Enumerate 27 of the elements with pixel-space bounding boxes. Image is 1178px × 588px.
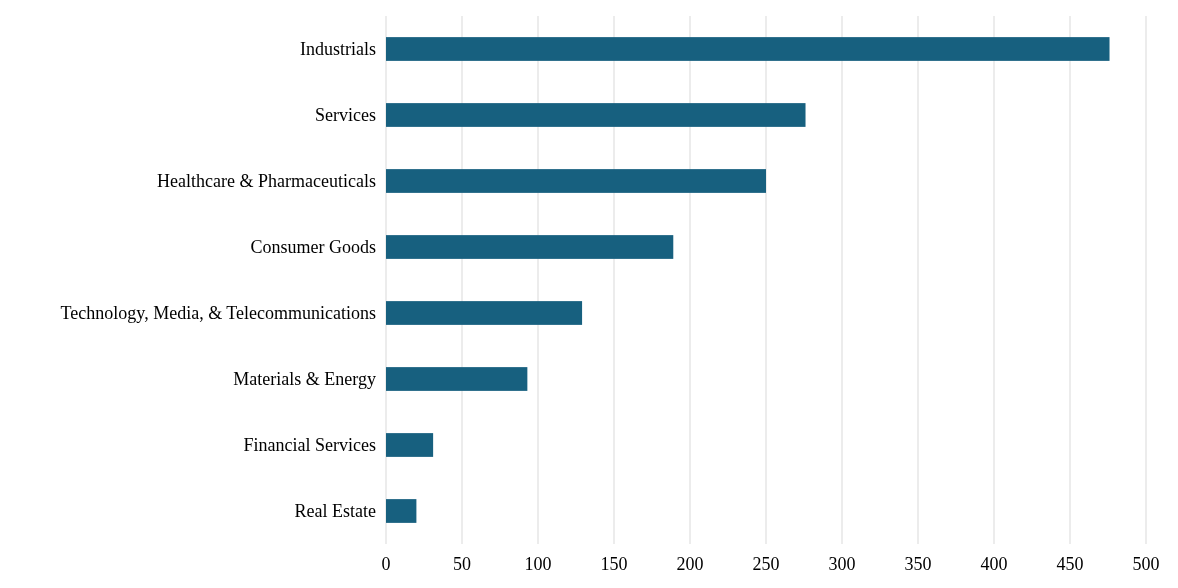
x-tick-label: 150 <box>600 554 628 574</box>
y-tick-label: Healthcare & Pharmaceuticals <box>157 171 376 192</box>
x-tick-label: 250 <box>752 554 780 574</box>
x-tick-label: 500 <box>1132 554 1160 574</box>
bar <box>386 433 434 457</box>
x-tick-label: 300 <box>828 554 856 574</box>
bar <box>386 103 806 127</box>
bar <box>386 37 1110 61</box>
bar <box>386 301 583 325</box>
x-tick-label: 100 <box>524 554 552 574</box>
y-tick-label: Technology, Media, & Telecommunications <box>60 303 376 324</box>
x-tick-label: 400 <box>980 554 1008 574</box>
x-tick-label: 0 <box>381 554 391 574</box>
y-tick-label: Industrials <box>300 39 376 60</box>
x-tick-label: 200 <box>676 554 704 574</box>
y-tick-label: Financial Services <box>243 435 376 456</box>
bar <box>386 169 766 193</box>
x-tick-label: 50 <box>453 554 471 574</box>
bar <box>386 499 417 523</box>
x-tick-label: 450 <box>1056 554 1084 574</box>
y-tick-label: Materials & Energy <box>233 369 376 390</box>
bar <box>386 235 674 259</box>
y-tick-label: Consumer Goods <box>250 237 376 258</box>
bar <box>386 367 528 391</box>
y-tick-label: Real Estate <box>294 501 377 522</box>
x-tick-label: 350 <box>904 554 932 574</box>
y-tick-label: Services <box>315 105 376 126</box>
